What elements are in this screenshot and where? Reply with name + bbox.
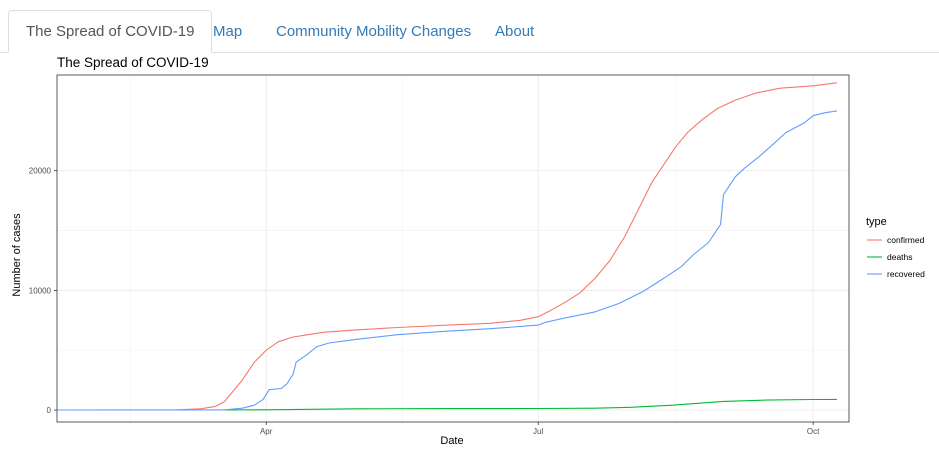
y-tick-label: 0	[47, 406, 52, 415]
tab-map[interactable]: Map	[213, 23, 243, 40]
tab-bar: The Spread of COVID-19 Map Community Mob…	[0, 0, 939, 53]
legend-label-confirmed: confirmed	[887, 235, 925, 245]
x-tick-label: Oct	[807, 427, 820, 436]
legend-label-deaths: deaths	[887, 252, 913, 262]
plot-title: The Spread of COVID-19	[57, 55, 209, 70]
legend-label-recovered: recovered	[887, 269, 925, 279]
series-layer	[56, 82, 838, 411]
series-line-deaths	[57, 398, 838, 411]
x-tick-label: Jul	[533, 427, 543, 436]
legend-title: type	[866, 216, 887, 228]
x-axis: Apr Jul Oct	[260, 422, 820, 436]
tab-about[interactable]: About	[495, 23, 535, 40]
y-axis: 0 10000 20000	[29, 167, 57, 415]
tab-spread-of-covid[interactable]: The Spread of COVID-19	[8, 10, 213, 53]
grid	[57, 75, 849, 422]
x-axis-title: Date	[440, 435, 463, 447]
y-tick-label: 10000	[29, 286, 52, 295]
legend: type confirmed deaths recovered	[866, 216, 925, 279]
plot-panel-border	[56, 74, 850, 423]
series-line-confirmed	[57, 82, 838, 411]
y-axis-title: Number of cases	[11, 213, 23, 297]
tab-bar-divider	[0, 52, 939, 53]
series-line-recovered	[56, 110, 838, 411]
y-tick-label: 20000	[29, 167, 52, 176]
tab-community-mobility[interactable]: Community Mobility Changes	[276, 23, 472, 40]
x-tick-label: Apr	[260, 427, 273, 436]
